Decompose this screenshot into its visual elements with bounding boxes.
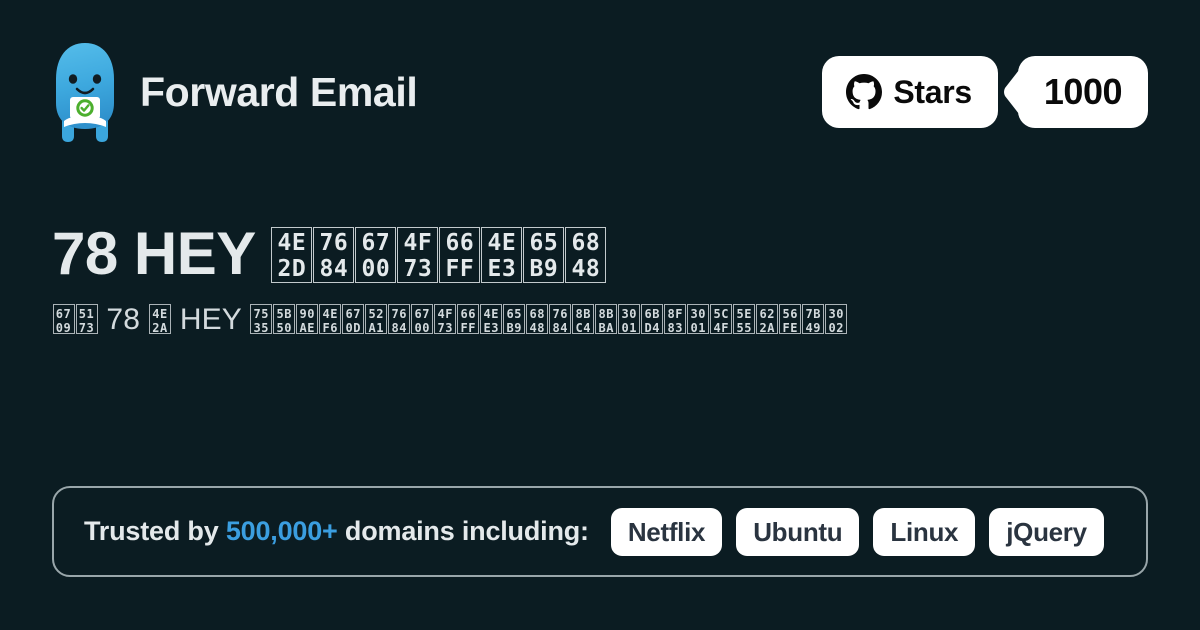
missing-glyph-box: 56 FE xyxy=(779,303,802,334)
brand: Forward Email xyxy=(52,41,418,143)
missing-glyph-box: 90 AE xyxy=(296,303,319,334)
missing-glyph-box: 4F 73 xyxy=(397,227,439,283)
github-stars-badge[interactable]: Stars 1000 xyxy=(822,56,1148,128)
missing-glyph-box: 8B BA xyxy=(595,303,618,334)
headline-block: 78 HEY 4E 2D 76 84 67 00 4F 73 66 FF 4E E3 65 B9 68 48 … xyxy=(52,220,1148,339)
header: Forward Email Stars 1000 xyxy=(52,36,1148,148)
missing-glyph-box: 65 B9 xyxy=(523,227,565,283)
missing-glyph-box: 62 2A xyxy=(756,303,779,334)
missing-glyph-box: 4E E3 xyxy=(480,303,503,334)
missing-glyph-box: 5B 50 xyxy=(273,303,296,334)
missing-glyph-box: 52 A1 xyxy=(365,303,388,334)
github-stars-count-wrap[interactable]: 1000 xyxy=(1003,56,1148,128)
github-stars-count: 1000 xyxy=(1017,56,1148,128)
github-stars-label: Stars xyxy=(893,74,972,110)
missing-glyph-box: 67 00 xyxy=(355,227,397,283)
domain-chip[interactable]: Netflix xyxy=(610,507,723,556)
subheadline-segments: 67 09 51 73 78 4E 2A HEY 75 35 5B 50 90 AE 4E F6 67 0… xyxy=(52,303,848,336)
missing-glyph-box: 66 FF xyxy=(457,303,480,334)
domain-chip[interactable]: Linux xyxy=(873,507,976,556)
headline-prefix: 78 HEY xyxy=(52,220,271,287)
missing-glyph-box: 30 01 xyxy=(687,303,710,334)
missing-glyph-box: 5C 4F xyxy=(710,303,733,334)
page-title: 78 HEY 4E 2D 76 84 67 00 4F 73 66 FF 4E E3 65 B9 68 48 xyxy=(52,220,1148,287)
trusted-by-prefix: Trusted by xyxy=(84,516,226,546)
missing-glyph-box: 7B 49 xyxy=(802,303,825,334)
subheadline-text: HEY xyxy=(171,302,250,336)
missing-glyph-box: 68 48 xyxy=(565,227,607,283)
missing-glyph-box: 6B D4 xyxy=(641,303,664,334)
github-octocat-icon xyxy=(846,74,883,110)
page-subtitle: 67 09 51 73 78 4E 2A HEY 75 35 5B 50 90 AE 4E F6 67 0… xyxy=(52,301,1148,339)
domain-chip[interactable]: jQuery xyxy=(989,507,1104,556)
github-stars-pill[interactable]: Stars xyxy=(822,56,998,128)
missing-glyph-box: 30 01 xyxy=(618,303,641,334)
missing-glyph-box: 51 73 xyxy=(75,303,98,334)
missing-glyph-box: 76 84 xyxy=(313,227,355,283)
missing-glyph-box: 76 84 xyxy=(388,303,411,334)
subheadline-text: 78 xyxy=(98,302,149,336)
domain-chip[interactable]: Ubuntu xyxy=(736,507,860,556)
missing-glyph-box: 4E 2A xyxy=(148,303,171,334)
missing-glyph-box: 76 84 xyxy=(549,303,572,334)
missing-glyph-box: 8F 83 xyxy=(664,303,687,334)
forward-email-mascot-icon xyxy=(56,43,114,142)
trusted-by-text: Trusted by 500,000+ domains including: xyxy=(84,516,589,547)
missing-glyph-box: 67 00 xyxy=(411,303,434,334)
missing-glyph-box: 4F 73 xyxy=(434,303,457,334)
missing-glyph-box: 4E E3 xyxy=(481,227,523,283)
missing-glyph-box: 75 35 xyxy=(250,303,273,334)
trusted-by-bar: Trusted by 500,000+ domains including: N… xyxy=(52,486,1148,577)
missing-glyph-box: 8B C4 xyxy=(572,303,595,334)
missing-glyph-box: 67 09 xyxy=(52,303,75,334)
trusted-by-count: 500,000+ xyxy=(225,516,338,546)
missing-glyph-box: 65 B9 xyxy=(503,303,526,334)
missing-glyph-box: 4E 2D xyxy=(271,227,313,283)
badge-arrow-notch-icon xyxy=(1003,70,1019,114)
missing-glyph-box: 66 FF xyxy=(439,227,481,283)
brand-name: Forward Email xyxy=(140,68,418,115)
domain-chip-list: Netflix Ubuntu Linux jQuery xyxy=(610,507,1104,556)
headline-tofu-glyphs: 4E 2D 76 84 67 00 4F 73 66 FF 4E E3 65 B9 68 48 xyxy=(271,220,607,287)
missing-glyph-box: 4E F6 xyxy=(319,303,342,334)
missing-glyph-box: 68 48 xyxy=(526,303,549,334)
trusted-by-suffix: domains including: xyxy=(337,516,589,546)
missing-glyph-box: 5E 55 xyxy=(733,303,756,334)
missing-glyph-box: 30 02 xyxy=(825,303,848,334)
missing-glyph-box: 67 0D xyxy=(342,303,365,334)
